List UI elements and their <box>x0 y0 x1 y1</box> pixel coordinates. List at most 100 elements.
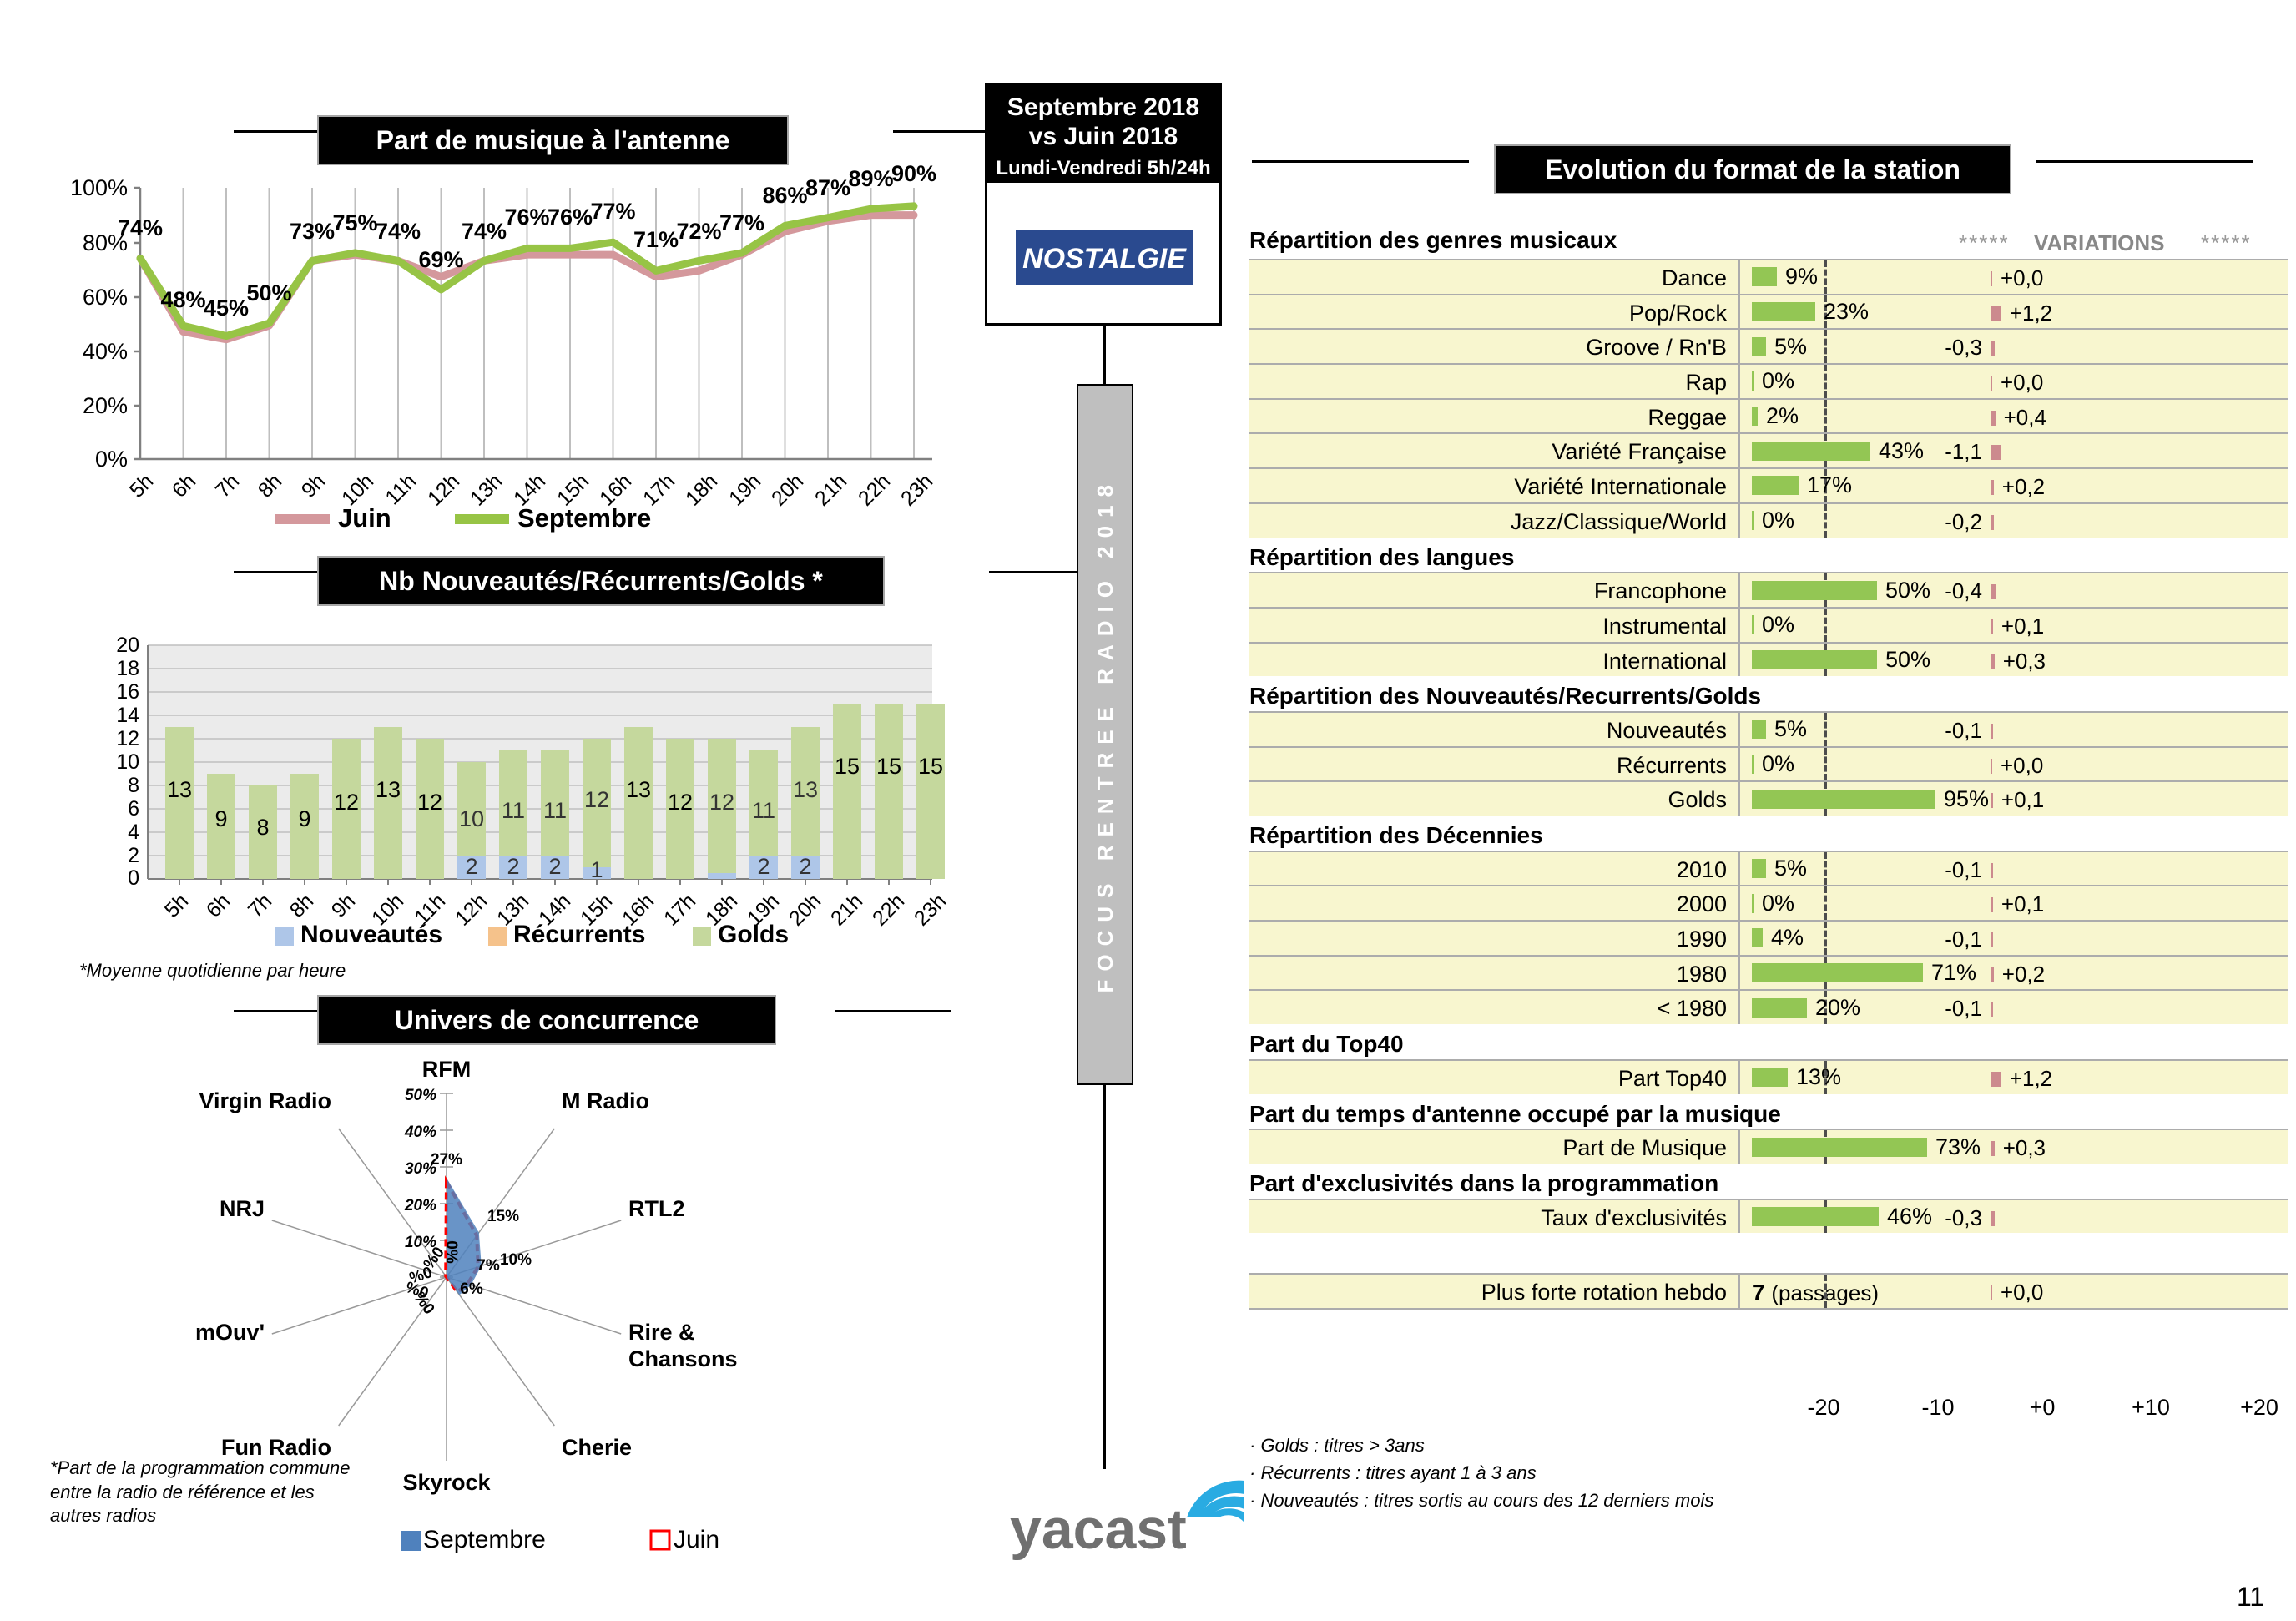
svg-text:9: 9 <box>214 806 227 831</box>
svg-text:18: 18 <box>116 657 139 680</box>
svg-text:0%: 0% <box>95 447 128 472</box>
svg-text:20%: 20% <box>404 1197 436 1214</box>
svg-text:45%: 45% <box>204 295 249 321</box>
svg-text:7%: 7% <box>477 1257 500 1275</box>
svg-text:12: 12 <box>334 790 359 815</box>
svg-text:7h: 7h <box>211 469 244 502</box>
svg-text:mOuv': mOuv' <box>195 1320 265 1345</box>
svg-text:9: 9 <box>298 806 310 831</box>
svg-text:7h: 7h <box>244 889 276 922</box>
svg-text:8: 8 <box>128 774 139 797</box>
svg-text:Rire &: Rire & <box>628 1320 695 1345</box>
svg-text:77%: 77% <box>719 210 764 235</box>
svg-text:Récurrents: Récurrents <box>513 921 645 948</box>
svg-text:12: 12 <box>417 790 442 815</box>
svg-text:10: 10 <box>459 806 484 831</box>
svg-text:Golds: Golds <box>718 921 789 948</box>
svg-text:Virgin Radio: Virgin Radio <box>199 1088 331 1113</box>
svg-text:20%: 20% <box>83 393 128 418</box>
svg-text:-20: -20 <box>1807 1395 1839 1420</box>
svg-text:11: 11 <box>502 798 525 823</box>
svg-text:12: 12 <box>584 787 609 812</box>
svg-text:30%: 30% <box>405 1160 436 1178</box>
svg-text:15: 15 <box>876 754 901 779</box>
svg-text:21h: 21h <box>810 469 851 510</box>
svg-text:74%: 74% <box>462 219 507 244</box>
svg-text:40%: 40% <box>404 1124 436 1141</box>
svg-text:8h: 8h <box>254 469 286 502</box>
svg-text:Septembre: Septembre <box>423 1526 546 1553</box>
svg-text:15: 15 <box>835 754 860 779</box>
svg-text:22h: 22h <box>854 469 895 510</box>
svg-text:1: 1 <box>590 857 603 882</box>
svg-text:89%: 89% <box>848 166 893 191</box>
svg-text:yacast: yacast <box>1010 1497 1187 1561</box>
svg-text:12: 12 <box>709 790 734 815</box>
svg-text:6: 6 <box>128 797 139 821</box>
svg-text:12: 12 <box>116 727 139 750</box>
svg-text:2: 2 <box>507 854 519 879</box>
svg-text:75%: 75% <box>332 210 377 235</box>
svg-text:11: 11 <box>543 798 567 823</box>
svg-text:NRJ: NRJ <box>220 1196 265 1221</box>
svg-text:0: 0 <box>128 866 139 890</box>
svg-text:22h: 22h <box>868 889 909 930</box>
svg-text:-10: -10 <box>1921 1395 1954 1420</box>
svg-text:14: 14 <box>116 704 139 727</box>
svg-text:86%: 86% <box>762 183 807 208</box>
svg-text:10%: 10% <box>405 1234 436 1251</box>
svg-text:71%: 71% <box>633 227 679 252</box>
svg-text:74%: 74% <box>376 219 421 244</box>
svg-text:40%: 40% <box>83 339 128 364</box>
svg-text:10: 10 <box>116 750 139 774</box>
svg-text:RFM: RFM <box>422 1057 471 1082</box>
svg-text:6h: 6h <box>202 889 235 922</box>
svg-text:10%: 10% <box>500 1251 532 1269</box>
svg-text:15: 15 <box>918 754 943 779</box>
svg-text:19h: 19h <box>724 469 765 510</box>
svg-text:2: 2 <box>128 844 139 867</box>
svg-text:23h: 23h <box>896 469 937 510</box>
svg-text:69%: 69% <box>418 247 463 272</box>
svg-text:12: 12 <box>668 790 693 815</box>
svg-text:20: 20 <box>116 634 139 657</box>
svg-text:Chansons: Chansons <box>628 1346 738 1371</box>
svg-text:13: 13 <box>167 777 192 802</box>
svg-text:+0: +0 <box>2030 1395 2056 1420</box>
svg-text:RTL2: RTL2 <box>628 1196 685 1221</box>
svg-text:76%: 76% <box>548 205 593 230</box>
svg-text:2: 2 <box>799 854 811 879</box>
svg-text:11: 11 <box>752 798 775 823</box>
svg-text:NOSTALGIE: NOSTALGIE <box>1022 243 1187 275</box>
svg-text:M Radio: M Radio <box>562 1088 649 1113</box>
svg-text:2: 2 <box>548 854 561 879</box>
svg-text:60%: 60% <box>83 285 128 310</box>
svg-text:4: 4 <box>128 821 139 844</box>
svg-text:Skyrock: Skyrock <box>402 1470 491 1495</box>
svg-text:50%: 50% <box>246 280 291 306</box>
svg-text:8: 8 <box>256 815 269 840</box>
svg-text:6%: 6% <box>460 1280 483 1298</box>
svg-text:Septembre: Septembre <box>517 503 651 533</box>
svg-text:13: 13 <box>626 777 651 802</box>
svg-text:20h: 20h <box>767 469 808 510</box>
svg-text:Cherie: Cherie <box>562 1435 632 1460</box>
svg-text:6h: 6h <box>168 469 200 502</box>
svg-text:72%: 72% <box>676 219 721 244</box>
svg-text:13: 13 <box>376 777 401 802</box>
svg-text:23h: 23h <box>910 889 951 930</box>
svg-text:Nouveautés: Nouveautés <box>300 921 442 948</box>
svg-text:5h: 5h <box>125 469 158 502</box>
svg-text:+10: +10 <box>2132 1395 2170 1420</box>
svg-text:76%: 76% <box>504 205 549 230</box>
svg-text:Juin: Juin <box>674 1526 719 1553</box>
svg-text:74%: 74% <box>118 215 163 240</box>
svg-text:2: 2 <box>757 854 770 879</box>
svg-text:5h: 5h <box>160 889 193 922</box>
svg-text:90%: 90% <box>891 161 936 186</box>
svg-text:77%: 77% <box>590 199 635 224</box>
svg-text:48%: 48% <box>160 287 205 312</box>
svg-text:+20: +20 <box>2240 1395 2278 1420</box>
svg-text:2: 2 <box>465 854 477 879</box>
svg-text:50%: 50% <box>405 1087 436 1104</box>
